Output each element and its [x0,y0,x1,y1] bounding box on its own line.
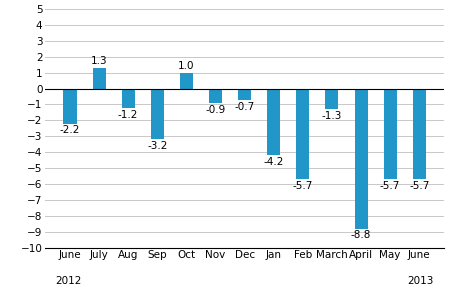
Text: -5.7: -5.7 [293,181,313,191]
Bar [384,88,397,179]
Bar [122,88,135,108]
Text: -0.9: -0.9 [205,105,226,115]
Bar [267,88,280,156]
Text: -8.8: -8.8 [351,230,371,240]
Bar [151,88,164,140]
Bar [355,88,367,229]
Text: 1.0: 1.0 [178,61,195,71]
Bar [63,88,77,124]
Text: -0.7: -0.7 [235,102,255,112]
Text: -4.2: -4.2 [264,157,284,167]
Bar [180,73,193,88]
Bar [209,88,222,103]
Text: -1.2: -1.2 [118,110,138,120]
Text: -2.2: -2.2 [60,126,80,136]
Bar [238,88,251,100]
Bar [296,88,309,179]
Text: 1.3: 1.3 [91,56,107,66]
Text: 2012: 2012 [55,276,82,286]
Bar [92,68,106,88]
Text: -5.7: -5.7 [409,181,429,191]
Text: -5.7: -5.7 [380,181,400,191]
Bar [325,88,338,109]
Bar [413,88,426,179]
Text: 2013: 2013 [407,276,434,286]
Text: -3.2: -3.2 [147,141,168,151]
Text: -1.3: -1.3 [322,111,342,121]
